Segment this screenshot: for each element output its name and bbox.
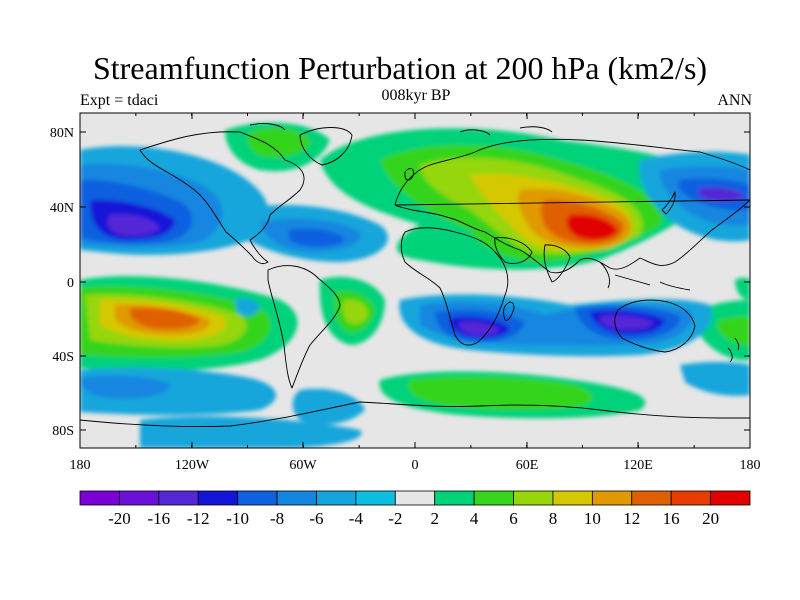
colorbar-swatch [710, 490, 751, 506]
map-field [80, 113, 750, 448]
colorbar-swatch [591, 490, 633, 506]
colorbar-swatch [316, 490, 357, 506]
lon-tick-label: 60E [516, 458, 539, 473]
colorbar-swatch [197, 490, 239, 506]
colorbar-label: 8 [549, 509, 558, 528]
colorbar-swatch [434, 490, 475, 506]
colorbar-label: 10 [584, 509, 601, 528]
lat-tick-label: 0 [67, 276, 74, 291]
lon-tick-label: 180 [740, 458, 761, 473]
colorbar-swatch [394, 490, 436, 506]
colorbar-swatch [237, 490, 278, 506]
coastlines [80, 123, 750, 428]
colorbar-label: 16 [663, 509, 680, 528]
colorbar-swatch [79, 490, 120, 506]
lon-tick-label: 120E [623, 458, 653, 473]
colorbar: -20 -16 -12 -10 -8 -6 -4 -2 2 4 6 8 10 12 16 20 [79, 490, 751, 528]
lat-tick-label: 40N [50, 201, 74, 216]
time-label: 008kyr BP [381, 87, 451, 104]
colorbar-label: -4 [349, 509, 364, 528]
lat-tick-label: 80S [52, 424, 74, 439]
lon-tick-label: 0 [412, 458, 419, 473]
colorbar-label: -12 [187, 509, 210, 528]
lat-tick-label: 40S [52, 350, 74, 365]
colorbar-swatch [355, 490, 396, 506]
colorbar-label: -10 [226, 509, 249, 528]
colorbar-swatch [119, 490, 160, 506]
colorbar-swatch [473, 490, 514, 506]
colorbar-label: 12 [623, 509, 640, 528]
colorbar-label: 4 [470, 509, 479, 528]
colorbar-swatch [552, 490, 593, 506]
colorbar-label: 20 [702, 509, 719, 528]
colorbar-label: -16 [147, 509, 170, 528]
page-title: Streamfunction Perturbation at 200 hPa (… [92, 50, 708, 86]
colorbar-swatch [631, 490, 672, 506]
colorbar-label: -8 [270, 509, 284, 528]
colorbar-label: -20 [108, 509, 131, 528]
lat-tick-label: 80N [50, 126, 74, 141]
colorbar-swatch [670, 490, 711, 506]
colorbar-label: 6 [509, 509, 518, 528]
lon-tick-label: 120W [175, 458, 210, 473]
lon-tick-label: 180 [70, 458, 91, 473]
colorbar-swatch [276, 490, 317, 506]
experiment-label: Expt = tdaci [80, 92, 159, 109]
colorbar-label: -2 [388, 509, 402, 528]
map-axes: 80N 40N 0 40S 80S 180 120W 60W 0 60E 120E 180 [50, 113, 761, 473]
colorbar-label: -6 [309, 509, 323, 528]
season-label: ANN [717, 92, 752, 109]
colorbar-swatch [513, 490, 554, 506]
lon-tick-label: 60W [289, 458, 317, 473]
colorbar-label: 2 [430, 509, 439, 528]
colorbar-swatch [158, 490, 199, 506]
